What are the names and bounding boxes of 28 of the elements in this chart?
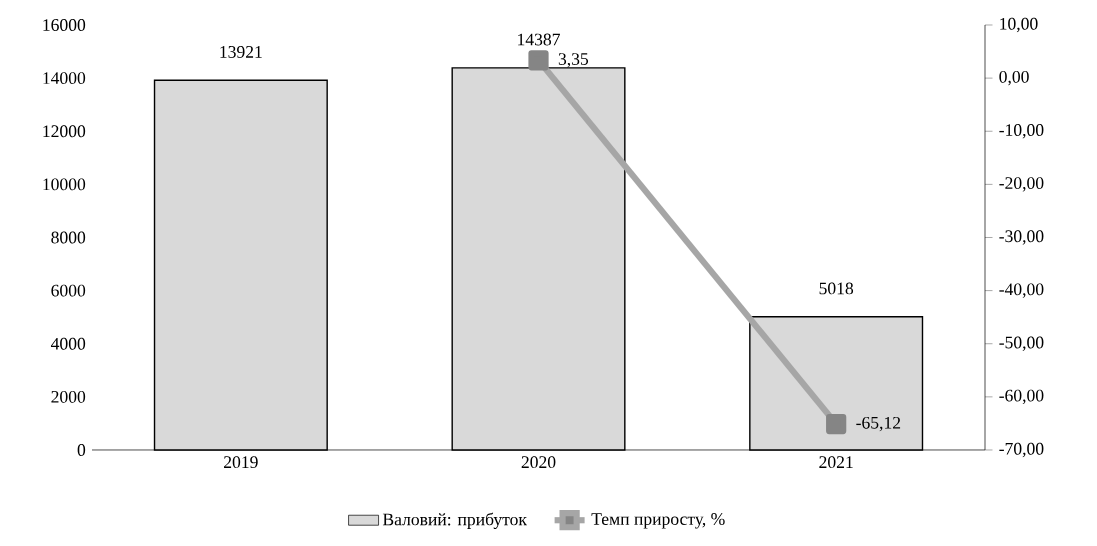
y-tick-label: 8000 bbox=[51, 231, 86, 244]
data-label: 5018 bbox=[819, 282, 854, 295]
x-tick-label: 2021 bbox=[819, 456, 853, 469]
y-tick-label: 16000 bbox=[43, 19, 86, 31]
y-tick-label: 0 bbox=[77, 444, 86, 456]
legend-label: Темп приросту, % bbox=[591, 513, 725, 529]
legend-label: Валовий: прибуток bbox=[382, 512, 527, 529]
y-tick-label: 14000 bbox=[43, 72, 86, 85]
y2-tick-label: -70,00 bbox=[999, 442, 1044, 458]
y-tick-label: 12000 bbox=[43, 125, 86, 138]
y2-tick-label: -20,00 bbox=[999, 177, 1044, 192]
data-label: 13921 bbox=[220, 46, 262, 58]
data-label: -65,12 bbox=[856, 416, 901, 432]
y-tick-label: 10000 bbox=[43, 178, 86, 191]
data-label: 14387 bbox=[518, 33, 560, 46]
y-tick-label: 4000 bbox=[50, 337, 86, 350]
y-tick-label: 6000 bbox=[51, 284, 86, 297]
y2-tick-label: -60,00 bbox=[999, 389, 1044, 405]
y2-tick-label: -50,00 bbox=[999, 336, 1044, 351]
data-label: 3,35 bbox=[558, 53, 589, 68]
y2-tick-label: -10,00 bbox=[999, 124, 1044, 139]
y2-tick-label: -30,00 bbox=[999, 230, 1044, 245]
y2-tick-label: -40,00 bbox=[999, 283, 1044, 298]
y2-tick-label: 0,00 bbox=[999, 70, 1029, 86]
x-tick-label: 2019 bbox=[224, 456, 258, 469]
y2-tick-label: 10,00 bbox=[1000, 17, 1038, 33]
y-tick-label: 2000 bbox=[51, 390, 86, 403]
x-tick-label: 2020 bbox=[521, 456, 556, 469]
